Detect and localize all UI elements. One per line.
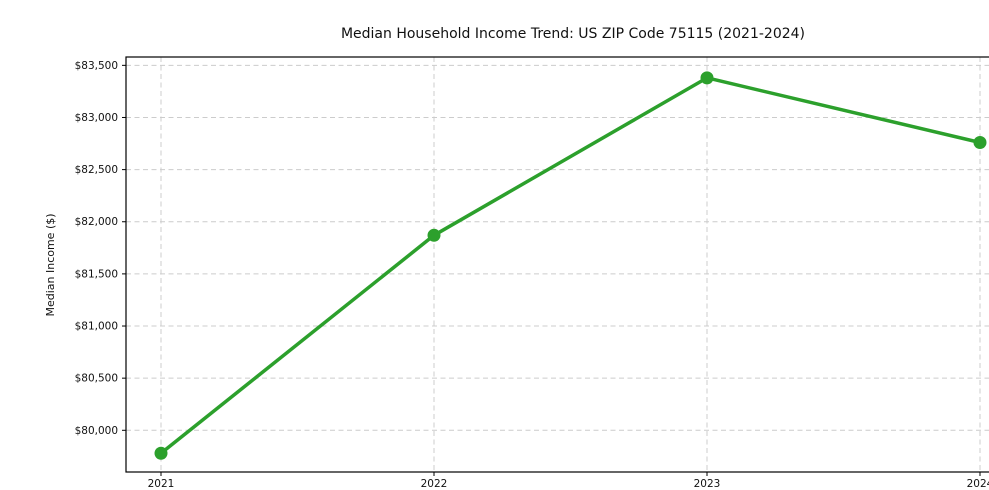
y-tick-label: $81,500: [75, 268, 118, 280]
y-axis-label: Median Income ($): [44, 213, 57, 316]
y-tick-label: $80,000: [75, 425, 118, 437]
data-series: [154, 71, 987, 460]
data-point-marker: [973, 136, 987, 150]
y-tick-label: $80,500: [75, 373, 118, 385]
plot-border: [125, 56, 989, 473]
x-tick-label: 2023: [694, 478, 721, 490]
data-point-marker: [427, 228, 441, 242]
line-chart: 2021 2022 2023 2024 $80,000 $80,500 $81,000 $81…: [44, 26, 989, 490]
chart-title: Median Household Income Trend: US ZIP Co…: [341, 26, 805, 42]
y-tick-label: $83,500: [75, 60, 118, 72]
y-tick-label: $82,500: [75, 164, 118, 176]
axes: [122, 56, 989, 476]
tick-labels: 2021 2022 2023 2024 $80,000 $80,500 $81,000 $81…: [75, 60, 989, 490]
y-tick-label: $81,000: [75, 321, 118, 333]
data-point-marker: [700, 71, 714, 85]
data-point-marker: [154, 446, 168, 460]
y-tick-label: $83,000: [75, 112, 118, 124]
x-tick-label: 2024: [967, 478, 989, 490]
grid-lines: [126, 57, 989, 472]
x-tick-label: 2021: [148, 478, 175, 490]
trend-line: [159, 76, 982, 455]
y-tick-label: $82,000: [75, 216, 118, 228]
chart-figure: 2021 2022 2023 2024 $80,000 $80,500 $81,000 $81…: [40, 16, 989, 490]
x-tick-label: 2022: [421, 478, 448, 490]
